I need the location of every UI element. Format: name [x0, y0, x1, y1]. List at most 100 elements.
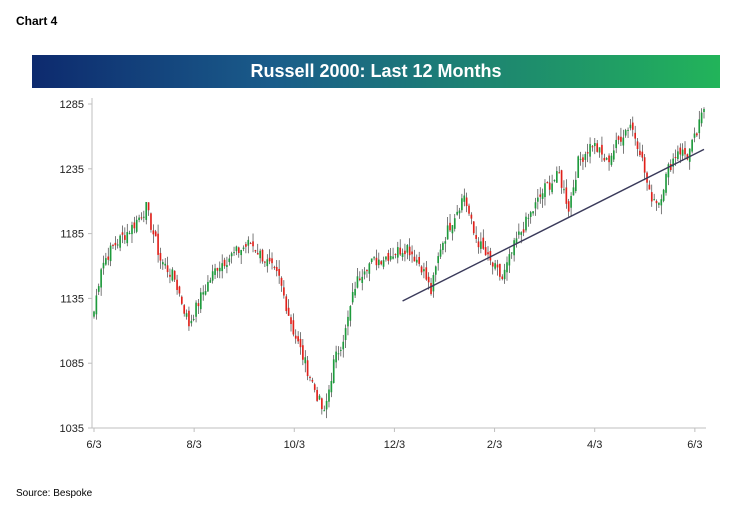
candle-body	[456, 211, 458, 215]
candle-body	[615, 139, 618, 149]
candle-body	[700, 112, 703, 124]
candle-body	[532, 211, 534, 214]
candle-body	[299, 338, 302, 348]
candle-body	[411, 251, 413, 255]
candle-body	[138, 217, 140, 220]
candle-body	[323, 410, 326, 412]
candle-body	[385, 256, 387, 260]
candle-body	[387, 252, 390, 261]
candle-body	[169, 274, 171, 277]
candle-body	[453, 218, 456, 229]
candle-body	[544, 183, 546, 198]
candle-body	[527, 217, 530, 219]
candle-body	[446, 225, 449, 240]
candle-body	[176, 279, 178, 290]
candle-body	[693, 133, 696, 138]
candle-body	[560, 170, 563, 188]
candle-body	[444, 241, 447, 244]
candle-body	[667, 164, 670, 178]
candle-body	[342, 341, 345, 350]
candle-body	[102, 262, 105, 269]
candle-body	[211, 271, 214, 281]
candle-body	[204, 291, 207, 295]
x-tick-label: 4/3	[587, 439, 602, 451]
candle-body	[442, 242, 444, 250]
candle-body	[247, 239, 250, 246]
candle-body	[214, 268, 216, 275]
candle-body	[347, 316, 349, 327]
candle-body	[283, 287, 285, 296]
candle-body	[285, 296, 288, 312]
candle-body	[363, 271, 366, 275]
candle-body	[515, 238, 518, 244]
candle-body	[518, 231, 520, 235]
candle-body	[696, 133, 698, 136]
y-tick-label: 1035	[60, 423, 84, 435]
y-tick-label: 1285	[60, 99, 84, 111]
candle-body	[468, 205, 470, 214]
candle-body	[359, 278, 361, 281]
candle-body	[491, 262, 494, 267]
candle-body	[577, 156, 580, 178]
candle-body	[332, 359, 335, 383]
candle-body	[313, 384, 316, 390]
trendline-group	[402, 148, 705, 302]
candle-body	[254, 250, 257, 252]
candle-body	[620, 136, 622, 142]
candle-body	[209, 280, 212, 283]
candle-body	[131, 224, 133, 235]
candle-body	[150, 213, 152, 230]
candle-body	[612, 150, 615, 160]
x-tick-label: 6/3	[86, 439, 101, 451]
candle-body	[653, 199, 655, 201]
y-tick-label: 1185	[60, 229, 84, 241]
candle-body	[188, 310, 190, 327]
candle-body	[316, 389, 318, 401]
candle-body	[418, 256, 421, 264]
candle-body	[173, 270, 176, 280]
candle-body	[154, 231, 157, 237]
candle-body	[546, 182, 549, 184]
candle-body	[525, 216, 527, 231]
candle-body	[427, 276, 430, 283]
candle-body	[249, 243, 252, 245]
candle-body	[674, 157, 677, 159]
candle-body	[164, 263, 167, 266]
candle-body	[259, 250, 261, 259]
candle-body	[261, 249, 264, 262]
candle-body	[425, 267, 428, 280]
candle-body	[135, 219, 138, 232]
candle-body	[377, 259, 380, 266]
candle-body	[415, 259, 418, 263]
candle-body	[107, 256, 110, 260]
candle-body	[601, 144, 603, 155]
candle-body	[330, 381, 333, 393]
candle-body	[629, 124, 632, 129]
candle-body	[662, 189, 665, 201]
candle-body	[143, 216, 145, 218]
candle-body	[237, 247, 240, 254]
candle-body	[603, 157, 606, 161]
x-tick-label: 12/3	[384, 439, 405, 451]
candle-body	[684, 148, 686, 155]
candle-body	[351, 291, 354, 303]
candle-body	[297, 336, 299, 342]
candle-body	[420, 266, 423, 273]
x-tick-label: 6/3	[687, 439, 702, 451]
candle-body	[565, 187, 568, 204]
candle-body	[556, 171, 558, 183]
candle-body	[304, 357, 307, 364]
candle-body	[95, 295, 98, 315]
candle-body	[337, 353, 340, 355]
candle-body	[373, 257, 375, 259]
candle-body	[318, 395, 321, 400]
candle-body	[321, 398, 323, 410]
candle-body	[380, 261, 383, 265]
candle-body	[302, 345, 304, 360]
candle-body	[271, 258, 273, 264]
candle-body	[157, 233, 159, 255]
candle-body	[335, 351, 337, 363]
candle-body	[311, 379, 314, 382]
source-note: Source: Bespoke	[16, 488, 93, 499]
candle-body	[480, 241, 482, 249]
